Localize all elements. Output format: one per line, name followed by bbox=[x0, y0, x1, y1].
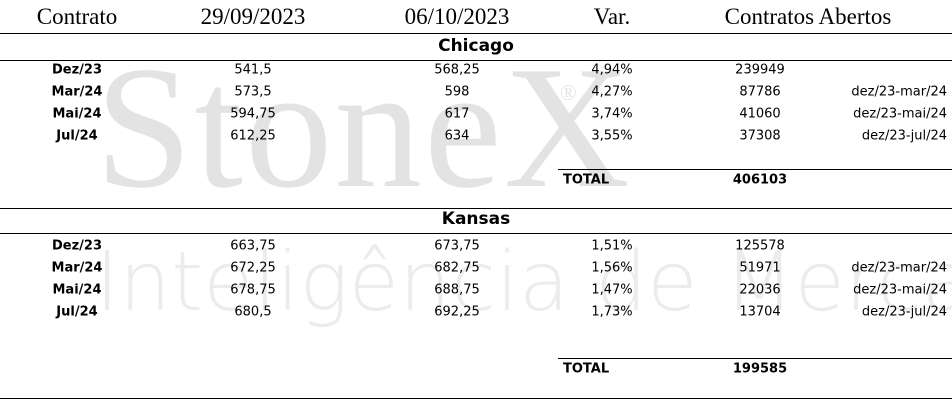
spread-label: dez/23-mai/24 bbox=[853, 282, 947, 298]
watermark-mark: ® bbox=[560, 80, 577, 105]
cell: 1,51% bbox=[591, 238, 633, 254]
column-header: 06/10/2023 bbox=[404, 4, 510, 29]
cell: 682,75 bbox=[434, 260, 480, 276]
watermark-tagline: Inteligência de Mercado bbox=[95, 235, 952, 330]
column-header: Var. bbox=[593, 4, 631, 29]
spread-label: dez/23-mai/24 bbox=[853, 106, 947, 122]
cell: 3,74% bbox=[591, 106, 633, 122]
rule bbox=[0, 60, 952, 61]
cell: 125578 bbox=[735, 238, 785, 254]
cell: 1,73% bbox=[591, 304, 633, 320]
rule bbox=[0, 233, 952, 234]
contract-name: Mar/24 bbox=[51, 260, 103, 276]
cell: 239949 bbox=[735, 62, 785, 78]
rule bbox=[558, 169, 952, 170]
contract-name: Dez/23 bbox=[51, 62, 103, 78]
rule bbox=[558, 358, 952, 359]
column-header: Contrato bbox=[36, 4, 118, 29]
spread-label: dez/23-jul/24 bbox=[861, 128, 947, 144]
cell: 688,75 bbox=[434, 282, 480, 298]
cell: 41060 bbox=[739, 106, 781, 122]
cell: 663,75 bbox=[230, 238, 276, 254]
section-title: Kansas bbox=[441, 209, 511, 229]
spread-label: dez/23-mar/24 bbox=[851, 84, 947, 100]
contract-name: Mai/24 bbox=[52, 282, 102, 298]
cell: 672,25 bbox=[230, 260, 276, 276]
contract-name: Jul/24 bbox=[56, 304, 98, 320]
cell: 612,25 bbox=[230, 128, 276, 144]
cell: 4,27% bbox=[591, 84, 633, 100]
cell: 541,5 bbox=[234, 62, 272, 78]
cell: 568,25 bbox=[434, 62, 480, 78]
rule bbox=[0, 398, 952, 399]
total-label: TOTAL bbox=[563, 361, 610, 377]
cell: 617 bbox=[444, 106, 470, 122]
cell: 1,56% bbox=[591, 260, 633, 276]
cell: 87786 bbox=[739, 84, 781, 100]
cell: 573,5 bbox=[234, 84, 272, 100]
cell: 3,55% bbox=[591, 128, 633, 144]
total-value: 406103 bbox=[732, 172, 788, 188]
cell: 634 bbox=[444, 128, 470, 144]
watermark-brand: StoneX bbox=[95, 30, 632, 224]
section-title: Chicago bbox=[438, 36, 514, 56]
contract-name: Dez/23 bbox=[51, 238, 103, 254]
column-header: Contratos Abertos bbox=[724, 4, 892, 29]
cell: 673,75 bbox=[434, 238, 480, 254]
rule bbox=[0, 33, 952, 34]
total-value: 199585 bbox=[732, 361, 788, 377]
cell: 4,94% bbox=[591, 62, 633, 78]
cell: 37308 bbox=[739, 128, 781, 144]
total-label: TOTAL bbox=[563, 172, 610, 188]
cell: 594,75 bbox=[230, 106, 276, 122]
cell: 22036 bbox=[739, 282, 781, 298]
cell: 692,25 bbox=[434, 304, 480, 320]
contract-name: Mar/24 bbox=[51, 84, 103, 100]
cell: 598 bbox=[444, 84, 470, 100]
contract-name: Mai/24 bbox=[52, 106, 102, 122]
spread-label: dez/23-jul/24 bbox=[861, 304, 947, 320]
cell: 13704 bbox=[739, 304, 781, 320]
column-header: 29/09/2023 bbox=[200, 4, 306, 29]
cell: 678,75 bbox=[230, 282, 276, 298]
cell: 51971 bbox=[739, 260, 781, 276]
cell: 680,5 bbox=[234, 304, 272, 320]
cell: 1,47% bbox=[591, 282, 633, 298]
contract-name: Jul/24 bbox=[56, 128, 98, 144]
spread-label: dez/23-mar/24 bbox=[851, 260, 947, 276]
rule bbox=[0, 208, 952, 209]
